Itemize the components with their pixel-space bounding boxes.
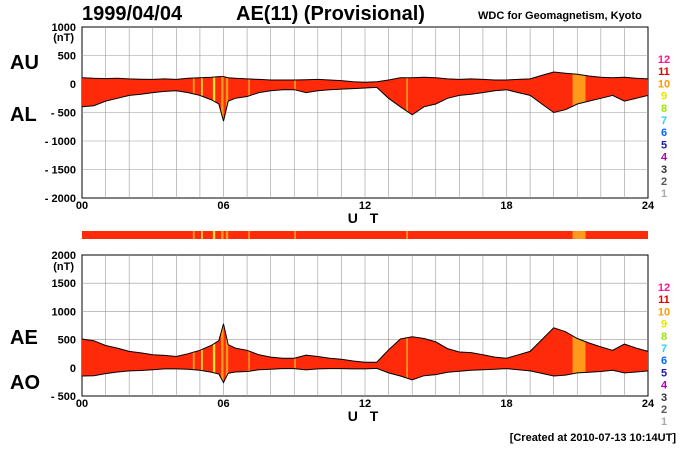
y-tick-label: - 1000 bbox=[45, 136, 76, 148]
activity-bar-highlight bbox=[192, 231, 195, 239]
activity-scale-number: 2 bbox=[661, 176, 667, 188]
activity-bar-highlight bbox=[406, 231, 408, 239]
activity-scale-number: 5 bbox=[661, 139, 667, 151]
created-timestamp: [Created at 2010-07-13 10:14UT] bbox=[509, 432, 676, 444]
al-series-line bbox=[81, 86, 649, 122]
al-label: AL bbox=[10, 104, 37, 126]
activity-highlight bbox=[212, 72, 216, 122]
x-tick-label: 00 bbox=[76, 398, 88, 410]
activity-scale-number: 7 bbox=[661, 115, 667, 127]
bottom-unit-label: (nT) bbox=[53, 261, 74, 273]
y-tick-label: 500 bbox=[58, 335, 76, 347]
activity-scale-number: 10 bbox=[658, 78, 670, 90]
activity-scale-number: 12 bbox=[658, 54, 670, 66]
y-tick-label: - 500 bbox=[51, 108, 76, 120]
activity-scale-number: 12 bbox=[658, 282, 670, 294]
y-tick-label: 1000 bbox=[52, 22, 76, 34]
activity-scale-number: 9 bbox=[661, 91, 667, 103]
x-tick-label: 12 bbox=[359, 398, 371, 410]
x-axis-title: U T bbox=[348, 408, 383, 424]
activity-bar-highlight bbox=[212, 231, 216, 239]
activity-scale-number: 8 bbox=[661, 103, 667, 115]
activity-highlight bbox=[225, 323, 229, 383]
activity-scale-number: 11 bbox=[658, 66, 670, 78]
ae-label: AE bbox=[10, 327, 38, 349]
activity-scale-number: 1 bbox=[661, 416, 667, 428]
x-axis-title: U T bbox=[348, 210, 383, 226]
x-tick-label: 00 bbox=[76, 200, 88, 212]
chart-title: AE(11) (Provisional) bbox=[236, 3, 425, 25]
x-tick-label: 24 bbox=[642, 398, 655, 410]
activity-bar-highlight bbox=[201, 231, 203, 239]
activity-scale-number: 6 bbox=[661, 355, 667, 367]
activity-scale-number: 3 bbox=[661, 392, 667, 404]
activity-highlight bbox=[212, 323, 216, 383]
activity-highlight bbox=[406, 323, 408, 383]
y-tick-label: - 2000 bbox=[45, 193, 76, 205]
ao-series-line bbox=[81, 367, 649, 384]
activity-highlight bbox=[221, 72, 224, 122]
x-tick-label: 12 bbox=[359, 200, 371, 212]
activity-highlight bbox=[201, 323, 203, 383]
activity-scale-number: 7 bbox=[661, 343, 667, 355]
data-source: WDC for Geomagnetism, Kyoto bbox=[478, 10, 642, 22]
activity-bar-highlight bbox=[248, 231, 250, 239]
activity-bar-highlight bbox=[225, 231, 229, 239]
y-tick-label: 500 bbox=[58, 51, 76, 63]
x-tick-label: 18 bbox=[500, 200, 512, 212]
y-tick-label: - 500 bbox=[51, 391, 76, 403]
ae-series-line bbox=[81, 323, 649, 363]
y-tick-label: - 1500 bbox=[45, 165, 76, 177]
activity-scale-number: 5 bbox=[661, 367, 667, 379]
activity-scale-number: 8 bbox=[661, 331, 667, 343]
activity-highlight bbox=[192, 323, 195, 383]
y-tick-label: 0 bbox=[70, 79, 76, 91]
activity-scale-number: 2 bbox=[661, 404, 667, 416]
activity-highlight bbox=[221, 323, 224, 383]
top-unit-label: (nT) bbox=[53, 32, 74, 44]
y-tick-label: 1000 bbox=[52, 306, 76, 318]
y-tick-label: 1500 bbox=[52, 278, 76, 290]
au-label: AU bbox=[10, 52, 39, 74]
au-series-line bbox=[81, 71, 649, 83]
chart-date: 1999/04/04 bbox=[82, 3, 183, 25]
activity-highlight bbox=[248, 323, 250, 383]
activity-bar bbox=[82, 231, 648, 239]
activity-scale-number: 9 bbox=[661, 319, 667, 331]
activity-scale-number: 4 bbox=[661, 380, 668, 392]
activity-bar-highlight bbox=[221, 231, 224, 239]
x-tick-label: 06 bbox=[217, 200, 229, 212]
x-tick-label: 24 bbox=[642, 200, 655, 212]
activity-highlight bbox=[225, 72, 229, 122]
activity-scale-number: 10 bbox=[658, 306, 670, 318]
x-tick-label: 18 bbox=[500, 398, 512, 410]
y-tick-label: 0 bbox=[70, 363, 76, 375]
activity-highlight bbox=[406, 72, 408, 122]
activity-bar-highlight bbox=[294, 231, 296, 239]
activity-scale-number: 11 bbox=[658, 294, 670, 306]
y-tick-label: 2000 bbox=[52, 250, 76, 262]
activity-scale-number: 3 bbox=[661, 164, 667, 176]
activity-bar-highlight bbox=[572, 231, 586, 239]
activity-scale-number: 1 bbox=[661, 188, 667, 200]
x-tick-label: 06 bbox=[217, 398, 229, 410]
activity-scale-number: 6 bbox=[661, 127, 667, 139]
ao-label: AO bbox=[10, 372, 40, 394]
activity-scale-number: 4 bbox=[661, 152, 668, 164]
